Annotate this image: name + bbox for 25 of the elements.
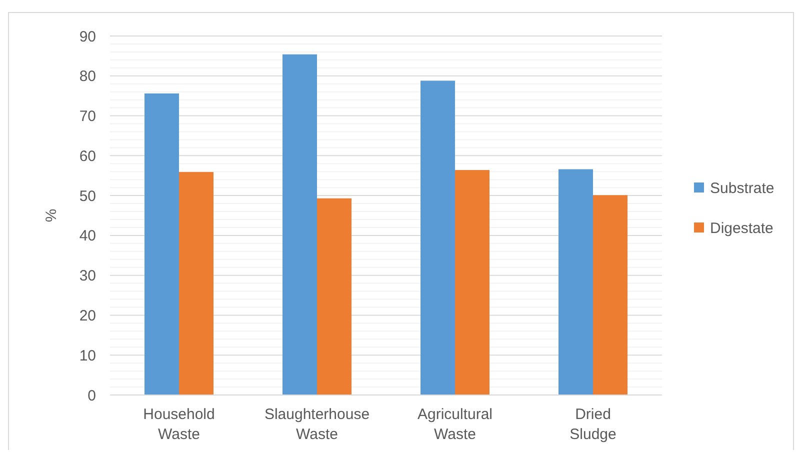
y-tick-label: 50 xyxy=(79,188,96,205)
y-tick-label: 80 xyxy=(79,68,96,86)
bar xyxy=(420,80,455,395)
y-tick-label: 70 xyxy=(79,108,96,126)
y-tick-label: 0 xyxy=(88,387,96,404)
x-tick-label: Slaughterhouse Waste xyxy=(264,406,370,443)
y-tick-label: 60 xyxy=(79,148,96,165)
y-tick-label: 10 xyxy=(79,347,96,364)
bar xyxy=(144,93,179,395)
y-tick-label: 30 xyxy=(79,268,96,285)
bar xyxy=(455,170,490,395)
bar xyxy=(317,198,352,395)
legend-label: Substrate xyxy=(710,180,774,197)
y-tick-label: 20 xyxy=(79,307,96,324)
x-tick-label: Agricultural Waste xyxy=(417,406,493,443)
y-tick-label: 40 xyxy=(79,228,96,245)
y-tick-label: 90 xyxy=(79,28,96,46)
y-axis-title: % xyxy=(43,208,60,222)
x-tick-label: Household Waste xyxy=(143,406,215,443)
bar xyxy=(179,172,214,395)
bar xyxy=(593,195,628,395)
bar xyxy=(282,54,317,395)
legend-label: Digestate xyxy=(710,220,774,237)
bar xyxy=(558,169,593,395)
x-tick-label: Dried Sludge xyxy=(570,406,616,443)
